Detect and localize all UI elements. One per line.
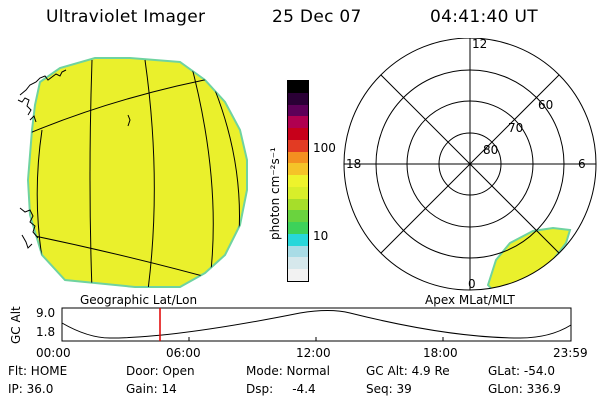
info-glon: GLon: 336.9: [488, 382, 561, 396]
colorbar-segment: [288, 116, 308, 129]
mlt-label-18: 18: [346, 157, 361, 171]
info-seq: Seq: 39: [366, 382, 412, 396]
time-tick-1800: 18:00: [423, 346, 458, 360]
colorbar-segment: [288, 128, 308, 140]
polar-plot-label: Apex MLat/MLT: [425, 293, 515, 307]
colorbar-segment: [288, 92, 308, 105]
time-tick-2359: 23:59: [553, 346, 588, 360]
info-door: Door: Open: [126, 364, 195, 378]
altitude-y-label: GC Alt: [9, 306, 23, 344]
colorbar-segment: [288, 151, 308, 164]
colorbar-segment: [288, 269, 308, 281]
time-label: 04:41:40 UT: [430, 7, 538, 27]
colorbar-segment: [288, 210, 308, 223]
altitude-x-ticks: [188, 337, 444, 341]
info-flt: Flt: HOME: [8, 364, 68, 378]
time-tick-0600: 06:00: [166, 346, 201, 360]
colorbar-segment: [288, 80, 308, 93]
mlt-label-6: 6: [578, 157, 586, 171]
colorbar-segment: [288, 233, 308, 246]
lat-label-80: 80: [483, 143, 498, 157]
geo-map-label: Geographic Lat/Lon: [80, 293, 198, 307]
lat-label-70: 70: [508, 121, 523, 135]
altitude-curve: [61, 310, 572, 339]
colorbar-tick-10: 10: [313, 229, 329, 243]
time-tick-1200: 12:00: [296, 346, 331, 360]
colorbar-segment: [288, 139, 308, 152]
info-glat: GLat: -54.0: [488, 364, 555, 378]
colorbar-segment: [288, 186, 308, 199]
colorbar-unit-label: photon cm⁻²s⁻¹: [268, 147, 282, 240]
mlt-label-0: 0: [468, 277, 476, 291]
info-mode: Mode: Normal: [246, 364, 330, 378]
info-gain: Gain: 14: [126, 382, 177, 396]
coastline: [17, 69, 131, 249]
mlt-label-12: 12: [472, 38, 487, 51]
map-image-region: [26, 57, 248, 288]
auroral-oval-region: [486, 226, 572, 290]
colorbar-segment: [288, 175, 308, 187]
colorbar-segment: [288, 198, 308, 211]
info-ip: IP: 36.0: [8, 382, 54, 396]
polar-grid: [343, 38, 597, 291]
info-dsp: Dsp: -4.4: [246, 382, 316, 396]
date-label: 25 Dec 07: [272, 7, 362, 27]
colorbar-tick-100: 100: [313, 141, 336, 155]
instrument-title: Ultraviolet Imager: [46, 7, 206, 27]
colorbar-segment: [288, 245, 308, 258]
graticule: [28, 59, 247, 287]
colorbar: [287, 80, 309, 282]
alt-tick-1-8: 1.8: [36, 325, 55, 339]
altitude-plot-frame: [61, 307, 572, 342]
lat-label-60: 60: [538, 98, 553, 112]
colorbar-segment: [288, 257, 308, 270]
time-tick-0000: 00:00: [36, 346, 71, 360]
altitude-plot: 9.0 1.8 GC Alt: [9, 306, 572, 344]
colorbar-segment: [288, 104, 308, 117]
geographic-map: [17, 57, 248, 288]
alt-tick-9: 9.0: [36, 306, 55, 320]
colorbar-segment: [288, 222, 308, 234]
colorbar-segment: [288, 163, 308, 176]
info-gc-alt: GC Alt: 4.9 Re: [366, 364, 450, 378]
polar-plot: 12 18 6 0 60 70 80: [343, 38, 597, 291]
